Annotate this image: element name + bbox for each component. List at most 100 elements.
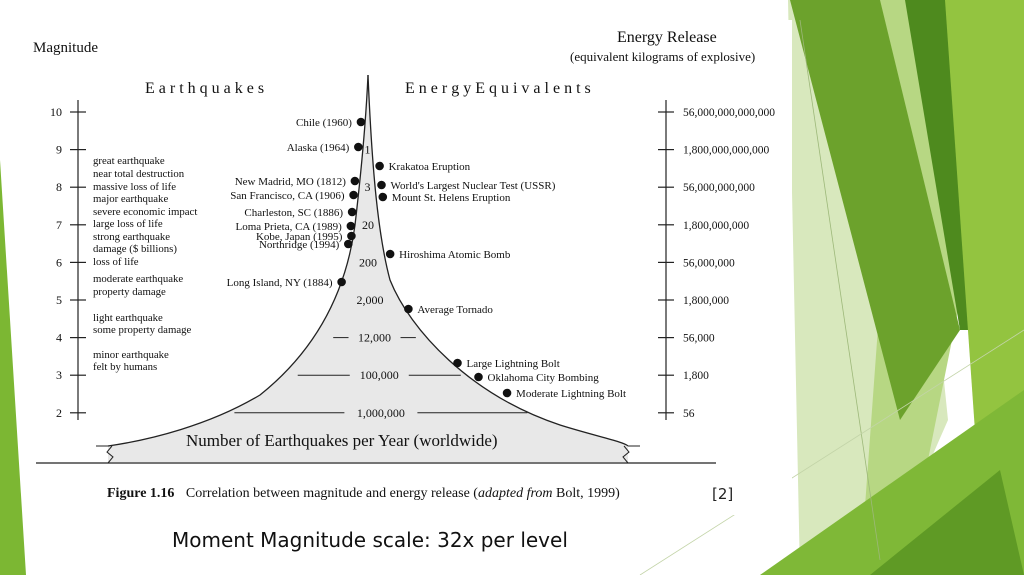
earthquake-dot [347,207,357,217]
magnitude-description: near total destruction [93,168,185,180]
green-wedge-left [0,160,26,575]
earthquake-label: Northridge (1994) [259,239,340,251]
earthquake-dot [356,117,366,127]
energy-tick-label: 56,000 [683,333,715,345]
earthquake-label: Alaska (1964) [287,142,350,154]
earthquake-dot [343,239,353,249]
figure-text: Correlation between magnitude and energy… [186,486,478,501]
magnitude-heading: Magnitude [33,40,98,56]
earthquake-label: San Francisco, CA (1906) [230,190,345,202]
energy-label: World's Largest Nuclear Test (USSR) [391,180,556,192]
energy-dot [453,358,462,368]
frequency-label: 1 [365,143,371,157]
figure-caption: Figure 1.16 Correlation between magnitud… [107,486,620,501]
energy-dot [375,161,384,171]
earthquake-dot [346,221,356,231]
frequency-band-lines [234,337,528,414]
earthquake-label: Kobe, Japan (1995) [256,231,343,243]
energy-equivalents-heading: E n e r g y E q u i v a l e n t s [405,80,591,97]
energy-label: Average Tornado [417,304,493,316]
slide-caption: Moment Magnitude scale: 32x per level [172,528,568,552]
frequency-labels: 1 3 20 200 2,000 12,000 100,000 1,000,000 [357,143,405,420]
magnitude-tick-label: 4 [56,331,62,345]
earthquakes-heading: E a r t h q u a k e s [145,80,264,97]
magnitude-description: damage ($ billions) [93,243,177,255]
magnitude-tick-label: 2 [56,406,62,420]
energy-dot [474,372,483,382]
magnitude-description: property damage [93,286,166,298]
energy-release-subheading: (equivalent kilograms of explosive) [570,49,755,64]
break-mark-right [622,445,630,464]
deco-line-a [799,19,881,561]
energy-label: Hiroshima Atomic Bomb [399,249,511,261]
energy-tick-label: 56,000,000,000,000 [683,107,775,119]
energy-release-heading: Energy Release [617,29,717,46]
energy-label: Moderate Lightning Bolt [516,388,626,400]
magnitude-description: massive loss of life [93,181,176,193]
frequency-label: 12,000 [358,331,391,345]
frequency-label: 2,000 [357,293,384,307]
magnitude-tick-label: 9 [56,143,62,157]
energy-label: Krakatoa Eruption [389,161,471,173]
earthquake-label: Loma Prieta, CA (1989) [236,221,343,233]
magnitude-description: some property damage [93,324,192,336]
energy-dot [385,249,395,259]
green-band-lower-dark [870,470,1024,575]
break-mark-left [106,445,114,464]
figure-number: Figure 1.16 [107,486,174,501]
pyramid-right-edge [367,74,629,447]
magnitude-description: large loss of life [93,218,163,230]
energy-dot [378,192,388,202]
figure-italic: adapted from [478,486,553,501]
figure-tail: Bolt, 1999) [553,486,621,501]
earthquake-dot [337,277,346,287]
energy-label: Large Lightning Bolt [467,358,560,370]
energy-tick-label: 56,000,000,000 [683,182,755,194]
earthquake-dot [354,142,363,152]
magnitude-tick-label: 10 [50,105,62,119]
energy-label: Oklahoma City Bombing [488,372,600,384]
magnitude-tick-label: 5 [56,293,62,307]
energy-tick-label: 1,800,000,000 [683,220,749,232]
earthquake-label: New Madrid, MO (1812) [235,176,347,188]
energy-tick-label: 56,000,000 [683,257,735,269]
magnitude-description: strong earthquake [93,231,170,243]
frequency-label: 3 [365,180,371,194]
energy-events: Krakatoa Eruption World's Largest Nuclear… [375,161,626,400]
reference-marker: [2] [712,485,734,503]
frequency-label: 20 [362,218,374,232]
magnitude-tick-label: 7 [56,218,62,232]
energy-tick-label: 1,800 [683,370,709,382]
magnitude-tick-label: 6 [56,255,62,269]
magnitude-description: loss of life [93,256,139,268]
energy-tick-label: 1,800,000 [683,295,729,307]
earthquake-label: Chile (1960) [296,117,352,129]
frequency-label: 100,000 [360,368,399,382]
earthquake-label: Long Island, NY (1884) [227,277,333,289]
earthquake-dot [347,231,356,241]
pyramid-left-edge [107,74,369,447]
energy-tick-label: 1,800,000,000,000 [683,145,770,157]
earthquake-dot [350,176,360,186]
magnitude-tick-label: 3 [56,368,62,382]
pyramid-fill [108,75,628,462]
magnitude-description: light earthquake [93,312,163,324]
magnitude-description: major earthquake [93,193,168,205]
energy-dot [502,388,512,398]
earthquake-dot [349,190,358,200]
base-label: Number of Earthquakes per Year (worldwid… [186,431,498,450]
energy-dot [377,180,386,190]
magnitude-description: minor earthquake [93,349,169,361]
magnitude-tick-label: 8 [56,180,62,194]
magnitude-description: great earthquake [93,155,165,167]
magnitude-description: severe economic impact [93,206,197,218]
green-band-mid [790,0,960,420]
earthquake-label: Charleston, SC (1886) [244,207,343,219]
energy-label: Mount St. Helens Eruption [392,192,511,204]
magnitude-description: moderate earthquake [93,273,183,285]
earthquake-events: Chile (1960) Alaska (1964) New Madrid, MO … [227,117,366,289]
energy-ticks: 56,000,000,000,000 1,800,000,000,000 56,00… [658,107,775,420]
